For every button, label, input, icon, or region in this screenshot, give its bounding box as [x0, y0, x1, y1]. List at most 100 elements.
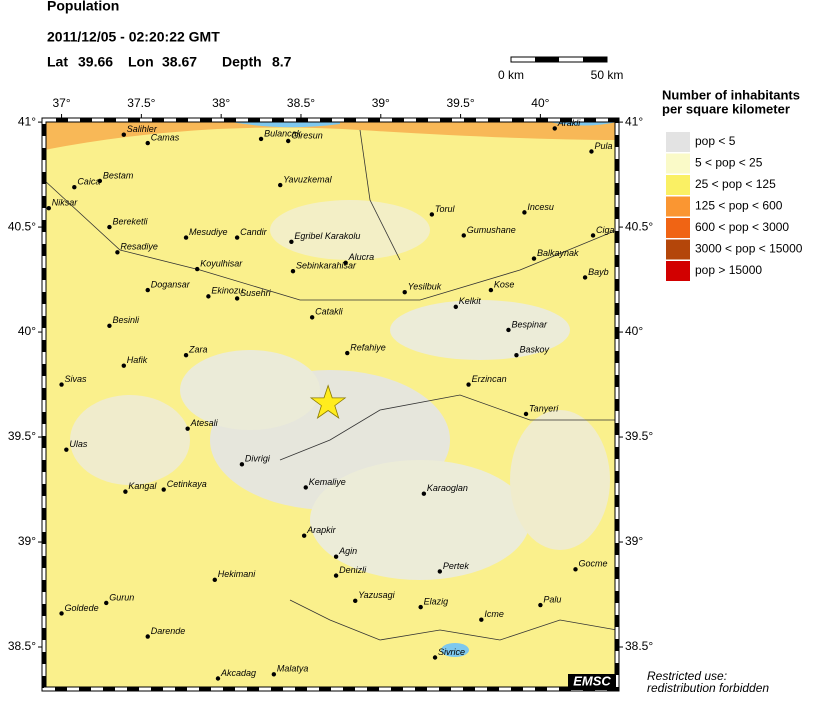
city-dot — [461, 233, 466, 238]
legend-label: 600 < pop < 3000 — [695, 220, 789, 234]
city-label: Yazusagi — [358, 590, 395, 600]
city-dot — [258, 136, 264, 142]
city-label: Gocme — [579, 559, 608, 569]
city-dot — [582, 275, 588, 280]
city-dot — [345, 350, 350, 356]
city-dot — [437, 569, 443, 574]
city-dot — [185, 426, 190, 431]
city-label: Alucra — [348, 252, 375, 262]
legend-swatch — [666, 132, 690, 152]
city-label: Pula — [594, 141, 612, 151]
city-label: Ekinozu — [211, 286, 243, 296]
city-dot — [145, 634, 150, 639]
city-dot — [107, 224, 112, 230]
x-tick-label: 39° — [372, 96, 390, 110]
city-dot — [522, 210, 527, 215]
x-tick-label: 37° — [52, 96, 70, 110]
city-label: Baskoy — [519, 345, 549, 355]
depth-label: Depth — [222, 54, 262, 70]
city-label: Besinli — [112, 315, 140, 325]
city-dot — [123, 489, 128, 494]
city-dot — [466, 382, 471, 387]
logo-box — [568, 674, 616, 690]
city-dot — [104, 600, 109, 606]
legend-label: 5 < pop < 25 — [695, 156, 763, 170]
city-dot — [290, 268, 296, 274]
x-tick-label: 37.5° — [127, 96, 155, 110]
city-dot — [121, 363, 127, 368]
city-label: Kangal — [128, 481, 157, 491]
city-label: Sebinkarahisar — [296, 261, 357, 271]
city-label: Goldede — [65, 603, 99, 613]
city-label: Bulancak — [264, 128, 302, 138]
event-datetime: 2011/12/05 - 02:20:22 GMT — [47, 29, 220, 45]
city-label: Zara — [188, 345, 208, 355]
city-label: Sivrice — [438, 647, 465, 657]
city-label: Kelkit — [459, 296, 482, 306]
city-dot — [506, 327, 511, 333]
y-tick-label: 40° — [625, 324, 643, 338]
city-label: Hafik — [127, 355, 148, 365]
footer-line1: Restricted use: — [647, 669, 727, 683]
city-dot — [234, 235, 240, 240]
legend-swatch — [666, 239, 690, 260]
map-frame-dashes — [42, 118, 619, 691]
city-label: Caica — [77, 177, 100, 187]
city-label: Erzincan — [472, 374, 507, 384]
city-dot — [64, 447, 69, 452]
city-label: Candir — [240, 227, 268, 237]
city-dot — [289, 239, 294, 244]
legend-label: 3000 < pop < 15000 — [695, 242, 803, 256]
city-dot — [479, 617, 484, 622]
y-tick-label: 39.5° — [8, 429, 36, 443]
city-label: Dogansar — [151, 279, 191, 289]
city-label: Refahiye — [350, 342, 386, 352]
city-label: Bestam — [103, 170, 134, 180]
y-tick-label: 40° — [18, 324, 36, 338]
epicenter — [309, 384, 347, 420]
legend-swatch — [666, 196, 690, 217]
city-dot — [531, 256, 537, 261]
city-dot — [421, 491, 427, 496]
y-tick-label: 39° — [625, 534, 643, 548]
legend-label: 125 < pop < 600 — [695, 199, 783, 213]
city-dot — [161, 487, 166, 492]
city-dot — [278, 182, 283, 188]
city-label: Arakli — [557, 118, 582, 128]
city-dot — [145, 287, 150, 293]
city-dot — [59, 382, 64, 387]
y-tick-label: 39° — [18, 534, 36, 548]
city-dot — [212, 577, 217, 583]
x-tick-label: 40° — [531, 96, 549, 110]
city-label: Niksar — [52, 198, 79, 208]
legend-swatch — [666, 261, 690, 281]
city-dot — [514, 352, 519, 358]
city-dot — [46, 205, 51, 211]
city-label: Sivas — [65, 374, 88, 384]
city-label: Giresun — [291, 130, 323, 140]
legend-title: per square kilometer — [662, 101, 790, 116]
lon-value: 38.67 — [162, 54, 197, 70]
city-label: Ciga — [596, 225, 615, 235]
city-dot — [72, 184, 77, 190]
city-label: Bayb — [588, 267, 609, 277]
lat-label: Lat — [47, 54, 68, 70]
x-tick-label: 39.5° — [447, 96, 475, 110]
city-dot — [429, 212, 435, 217]
city-dot — [303, 485, 308, 490]
city-dot — [183, 235, 189, 240]
city-dot — [97, 178, 103, 184]
city-label: Yesilbuk — [408, 282, 442, 292]
city-dot — [286, 138, 291, 144]
scale-end: 50 km — [591, 68, 624, 82]
city-label: Camas — [151, 132, 180, 142]
city-dot — [121, 132, 127, 137]
y-tick-label: 39.5° — [625, 429, 653, 443]
city-dot — [206, 294, 211, 299]
lat-value: 39.66 — [78, 54, 113, 70]
legend-label: pop > 15000 — [695, 263, 762, 277]
city-label: Cetinkaya — [167, 479, 207, 489]
legend-label: 25 < pop < 125 — [695, 177, 776, 191]
city-label: Denizli — [339, 565, 367, 575]
